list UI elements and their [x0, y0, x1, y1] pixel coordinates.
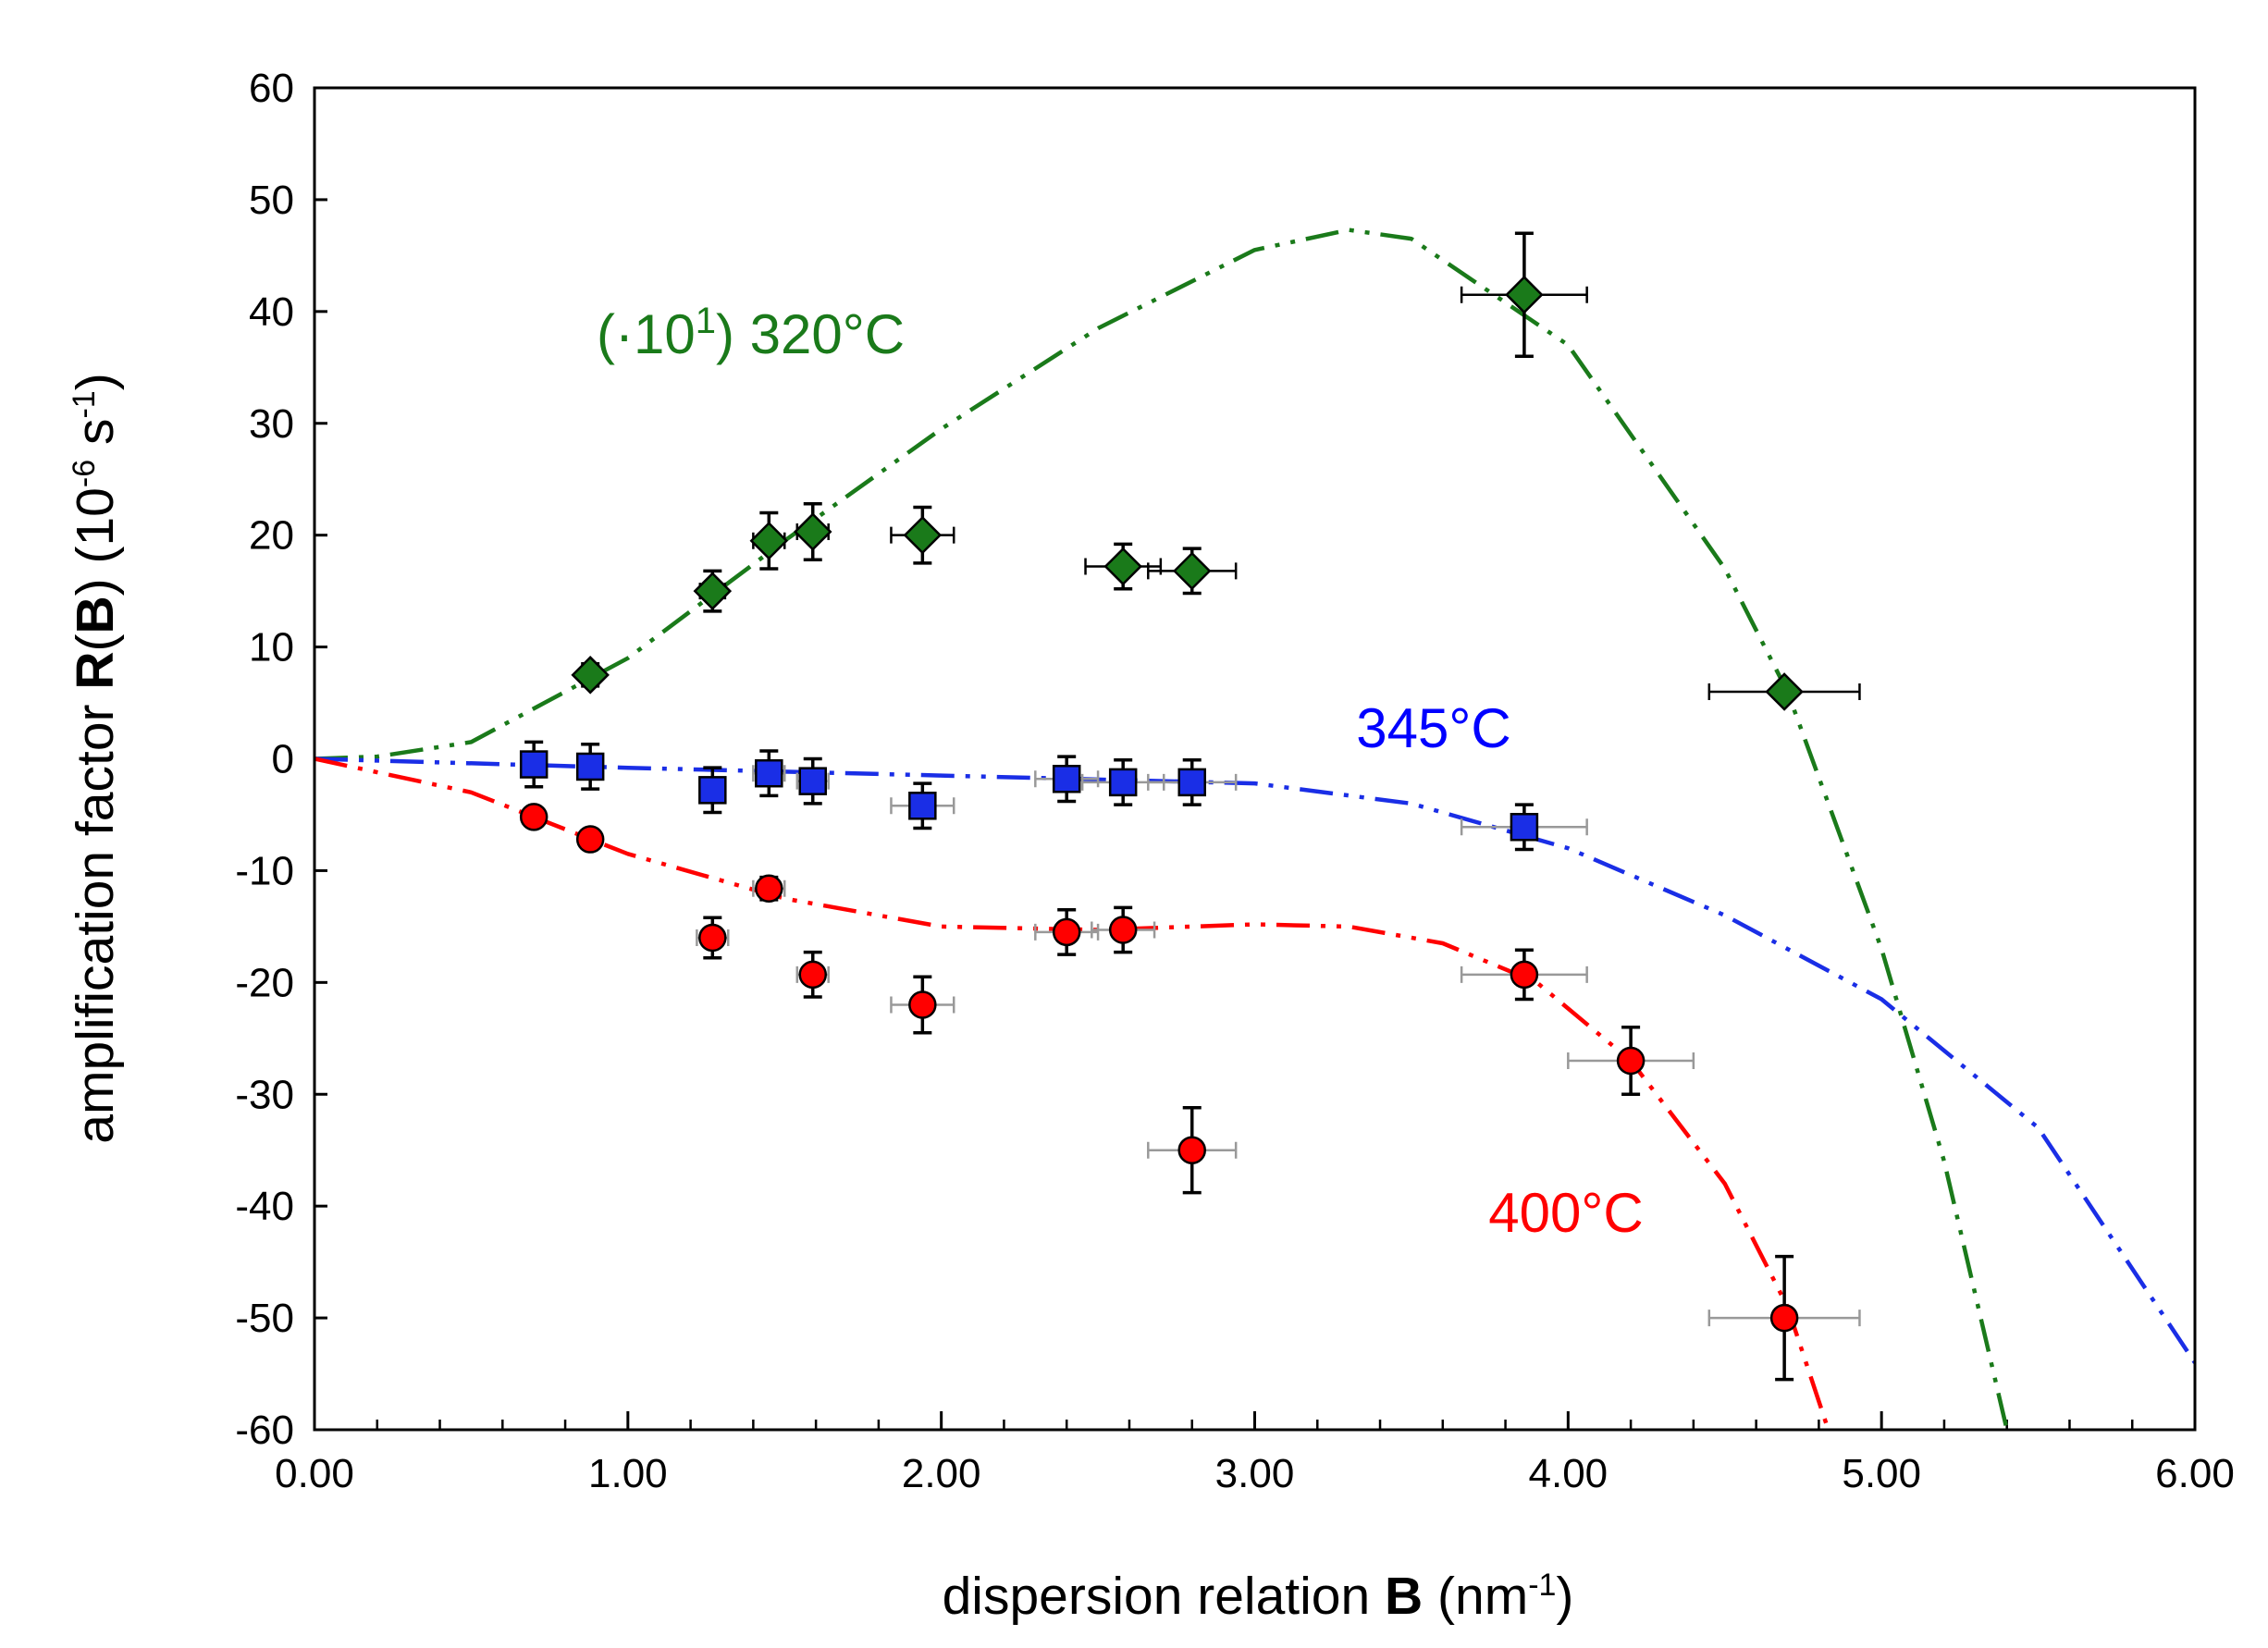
annotation-part: (·10 [597, 303, 696, 365]
y-title-part: -6 [67, 460, 102, 487]
y-title-part: R [66, 651, 125, 689]
marker [1103, 547, 1142, 586]
marker [1108, 916, 1138, 944]
y-tick-label: 40 [249, 289, 294, 335]
annotation-part: 345°C [1356, 697, 1510, 759]
annotation: 400°C [1488, 1182, 1643, 1244]
marker [755, 874, 783, 904]
y-tick-label: 0 [272, 737, 294, 782]
y-tick-label: -20 [235, 960, 294, 1005]
x-title-part: -1 [1528, 1568, 1556, 1603]
marker [519, 750, 549, 779]
marker [903, 515, 943, 555]
marker [1052, 765, 1081, 793]
fit-curve [314, 228, 2009, 1430]
marker [755, 758, 783, 788]
y-tick-label: -40 [235, 1184, 294, 1229]
annotation-part: 400°C [1488, 1182, 1643, 1244]
marker [1510, 813, 1539, 842]
x-axis-title: dispersion relation B (nm-1) [943, 1567, 1574, 1626]
marker [908, 990, 937, 1019]
marker [575, 825, 605, 854]
marker [1510, 960, 1539, 990]
y-tick-label: -60 [235, 1408, 294, 1453]
marker [519, 803, 549, 831]
y-title-part: ( [66, 633, 125, 651]
marker [908, 792, 937, 820]
y-title-part: amplification factor [66, 690, 125, 1144]
x-tick-label: 1.00 [588, 1451, 668, 1496]
x-tick-label: 4.00 [1529, 1451, 1609, 1496]
y-tick-label: 60 [249, 66, 294, 111]
marker [693, 572, 733, 610]
y-title-part: s [66, 419, 125, 460]
marker [575, 752, 605, 781]
y-tick-label: 20 [249, 513, 294, 559]
y-tick-label: -30 [235, 1072, 294, 1117]
marker [749, 521, 789, 560]
x-title-part: B [1385, 1567, 1423, 1626]
marker [1616, 1046, 1646, 1076]
marker [571, 656, 610, 695]
annotation-part: 1 [696, 301, 716, 341]
y-tick-label: -50 [235, 1296, 294, 1341]
marker [698, 776, 727, 805]
marker [1177, 1136, 1206, 1164]
x-title-part: ) [1556, 1567, 1573, 1626]
x-tick-label: 2.00 [902, 1451, 981, 1496]
y-tick-label: 10 [249, 625, 294, 670]
marker [793, 512, 832, 551]
y-title-part: -1 [67, 390, 102, 418]
marker [1505, 275, 1544, 314]
y-title-part: ) [66, 373, 125, 390]
marker [1769, 1303, 1799, 1333]
y-axis-title: amplification factor R(B) (10-6 s-1) [66, 373, 125, 1143]
x-tick-label: 0.00 [275, 1451, 354, 1496]
x-title-part: (nm [1423, 1567, 1528, 1626]
x-title-part: dispersion relation [943, 1567, 1385, 1626]
plot-frame [313, 86, 2197, 1432]
x-tick-label: 5.00 [1842, 1451, 1921, 1496]
y-tick-label: 50 [249, 178, 294, 223]
y-title-part: ) (10 [66, 487, 125, 596]
marker [1052, 917, 1081, 947]
marker [798, 960, 827, 990]
marker [1177, 768, 1206, 797]
x-tick-label: 3.00 [1215, 1451, 1295, 1496]
y-tick-label: 30 [249, 401, 294, 447]
x-tick-label: 6.00 [2155, 1451, 2235, 1496]
annotation: 345°C [1356, 697, 1510, 759]
annotation-part: ) 320°C [716, 303, 905, 365]
marker [698, 923, 727, 953]
marker [1108, 768, 1138, 797]
marker [1172, 551, 1212, 591]
y-title-part: B [66, 596, 125, 633]
marker [798, 767, 827, 795]
y-tick-label: -10 [235, 848, 294, 893]
annotation: (·101) 320°C [597, 301, 905, 365]
marker [1765, 672, 1804, 711]
